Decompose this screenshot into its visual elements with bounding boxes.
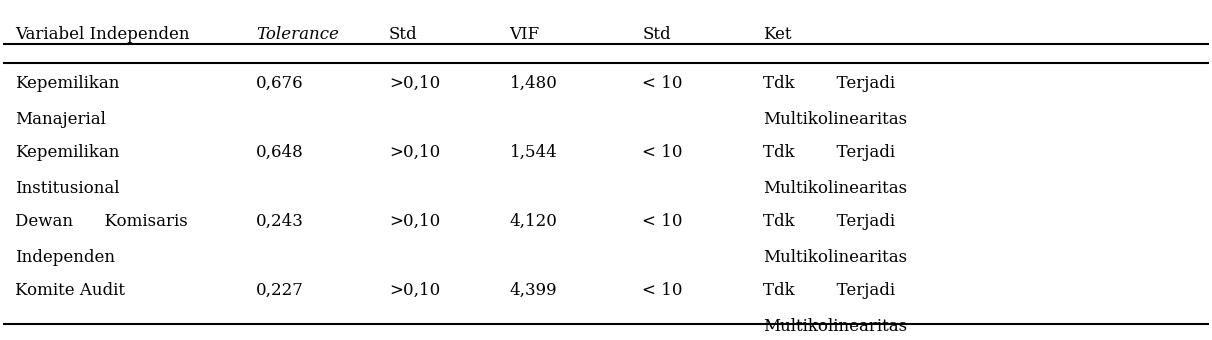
Text: 0,676: 0,676 [256,75,304,92]
Text: 0,243: 0,243 [256,212,304,230]
Text: < 10: < 10 [642,212,682,230]
Text: Kepemilikan: Kepemilikan [15,75,119,92]
Text: Multikolinearitas: Multikolinearitas [762,249,907,266]
Text: Multikolinearitas: Multikolinearitas [762,111,907,128]
Text: 0,648: 0,648 [256,144,304,161]
Text: < 10: < 10 [642,144,682,161]
Text: Tdk        Terjadi: Tdk Terjadi [762,212,894,230]
Text: Variabel Independen: Variabel Independen [15,26,189,43]
Text: 1,544: 1,544 [509,144,558,161]
Text: Multikolinearitas: Multikolinearitas [762,318,907,335]
Text: < 10: < 10 [642,75,682,92]
Text: 4,399: 4,399 [509,282,558,299]
Text: < 10: < 10 [642,282,682,299]
Text: >0,10: >0,10 [389,144,440,161]
Text: 0,227: 0,227 [256,282,304,299]
Text: >0,10: >0,10 [389,282,440,299]
Text: 1,480: 1,480 [509,75,558,92]
Text: Independen: Independen [15,249,115,266]
Text: Ket: Ket [762,26,791,43]
Text: Komite Audit: Komite Audit [15,282,125,299]
Text: >0,10: >0,10 [389,75,440,92]
Text: Dewan      Komisaris: Dewan Komisaris [15,212,188,230]
Text: Tdk        Terjadi: Tdk Terjadi [762,144,894,161]
Text: Std: Std [642,26,670,43]
Text: Tdk        Terjadi: Tdk Terjadi [762,75,894,92]
Text: 4,120: 4,120 [509,212,558,230]
Text: VIF: VIF [509,26,539,43]
Text: Tdk        Terjadi: Tdk Terjadi [762,282,894,299]
Text: >0,10: >0,10 [389,212,440,230]
Text: Std: Std [389,26,417,43]
Text: Institusional: Institusional [15,180,119,197]
Text: Multikolinearitas: Multikolinearitas [762,180,907,197]
Text: Kepemilikan: Kepemilikan [15,144,119,161]
Text: Tolerance: Tolerance [256,26,339,43]
Text: Manajerial: Manajerial [15,111,105,128]
